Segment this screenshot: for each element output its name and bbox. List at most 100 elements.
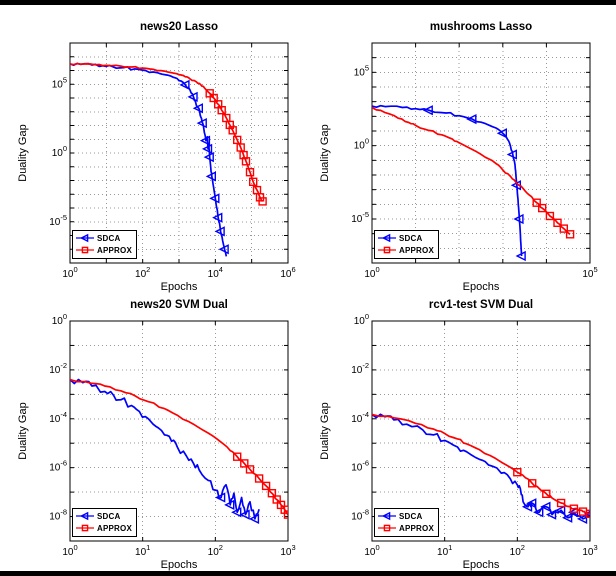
axes-box (371, 320, 591, 542)
chart-title: rcv1-test SVM Dual (428, 299, 534, 311)
bottom-black-bar (0, 571, 616, 576)
marker-sdca (562, 512, 573, 523)
marker-sdca (248, 513, 260, 525)
tick-label: 103 (280, 543, 295, 558)
tick-label: 100 (364, 543, 379, 558)
triangle-left-legend-glyph (79, 511, 89, 521)
legend-label: SDCA (399, 233, 423, 243)
marker-approx (241, 157, 251, 166)
tick-label: 10-5 (49, 213, 67, 228)
marker-sdca (521, 501, 533, 512)
triangle-left-legend-marker (378, 511, 396, 521)
axes-box (69, 320, 289, 542)
tick-label: 103 (582, 543, 597, 558)
legend: SDCA APPROX (374, 230, 439, 259)
marker-sdca (422, 105, 433, 116)
subplot-news20-svm-dual: news20 SVM Dual Duality Gap 100 101 102 103… (8, 290, 308, 574)
marker-approx (245, 167, 255, 177)
square-legend-glyph (81, 246, 89, 254)
marker-approx (272, 495, 281, 504)
marker-sdca (179, 79, 190, 91)
legend-item-approx: APPROX (377, 522, 434, 534)
marker-approx (239, 150, 248, 160)
marker-sdca (506, 149, 517, 160)
marker-sdca (196, 117, 207, 129)
legend-item-sdca: SDCA (377, 232, 434, 244)
axes-box (69, 42, 289, 264)
triangle-left-legend-marker (378, 233, 396, 243)
triangle-left-legend-marker (76, 511, 94, 521)
legend-item-approx: APPROX (377, 244, 434, 256)
marker-approx (248, 177, 258, 187)
marker-approx (240, 459, 249, 468)
x-axis-label: Epochs (462, 559, 500, 571)
marker-approx (545, 211, 555, 221)
tick-label: 100 (62, 543, 77, 558)
tick-label: 100 (62, 265, 77, 280)
axes-box (371, 42, 591, 264)
marker-approx (232, 452, 242, 461)
tick-label: 10-4 (49, 410, 67, 425)
marker-approx (267, 488, 277, 498)
marker-approx (559, 224, 569, 233)
legend-item-sdca: SDCA (75, 232, 132, 244)
chart-title: news20 SVM Dual (130, 299, 228, 311)
square-legend-glyph (383, 246, 391, 254)
chart-title: news20 Lasso (140, 21, 218, 33)
x-axis-label: Epochs (462, 281, 500, 293)
plot-area: 100 101 102 103 100 10-2 10-4 10-6 10-8 (351, 312, 597, 558)
subplot-news20-lasso: news20 Lasso Duality Gap 100 102 104 106 105… (8, 12, 308, 296)
series-line-sdca (70, 378, 260, 520)
top-black-bar (0, 0, 616, 5)
marker-sdca (218, 244, 229, 255)
tick-label: 106 (280, 265, 295, 280)
marker-approx (217, 105, 226, 115)
marker-sdca (533, 507, 544, 518)
tick-label: 10-5 (351, 210, 369, 225)
marker-sdca (224, 499, 235, 511)
square-legend-marker (378, 246, 396, 254)
legend: SDCA APPROX (72, 508, 137, 537)
tick-label: 105 (582, 265, 597, 280)
subplot-mushrooms-lasso: mushrooms Lasso Duality Gap 100 105 105 100… (310, 12, 610, 296)
triangle-left-legend-glyph (381, 511, 391, 521)
marker-sdca (199, 135, 211, 146)
series-line-approx (372, 106, 571, 235)
series-line-sdca (372, 104, 523, 257)
marker-approx (209, 93, 218, 103)
marker-approx (261, 481, 271, 491)
tick-label: 100 (354, 312, 369, 327)
marker-approx (553, 218, 562, 228)
triangle-left-legend-marker (76, 233, 94, 243)
legend-label: SDCA (399, 511, 423, 521)
legend-item-sdca: SDCA (75, 510, 132, 522)
tick-label: 100 (52, 144, 67, 159)
legend: SDCA APPROX (374, 508, 439, 537)
tick-label: 102 (208, 543, 223, 558)
marker-sdca (205, 171, 216, 182)
marker-sdca (583, 510, 590, 517)
triangle-left-legend-glyph (79, 233, 89, 243)
plot-area: 100 101 102 103 100 10-2 10-4 10-6 10-8 (49, 312, 295, 558)
triangle-left-legend-glyph (381, 233, 391, 243)
marker-approx (254, 474, 264, 483)
legend-label: APPROX (97, 245, 132, 255)
tick-label: 105 (52, 75, 67, 90)
tick-label: 10-2 (49, 361, 67, 376)
marker-sdca (203, 151, 214, 163)
marker-sdca (214, 226, 225, 237)
marker-approx (283, 510, 288, 519)
tick-label: 105 (354, 63, 369, 78)
marker-sdca (545, 509, 557, 520)
tick-label: 102 (135, 265, 150, 280)
marker-sdca (555, 505, 566, 516)
series-line-approx (372, 413, 590, 515)
square-legend-marker (76, 524, 94, 532)
marker-sdca (496, 128, 507, 139)
legend-item-sdca: SDCA (377, 510, 434, 522)
legend-item-approx: APPROX (75, 522, 132, 534)
square-legend-marker (76, 246, 94, 254)
marker-sdca (201, 143, 213, 155)
tick-label: 101 (437, 543, 452, 558)
marker-approx (542, 489, 551, 499)
